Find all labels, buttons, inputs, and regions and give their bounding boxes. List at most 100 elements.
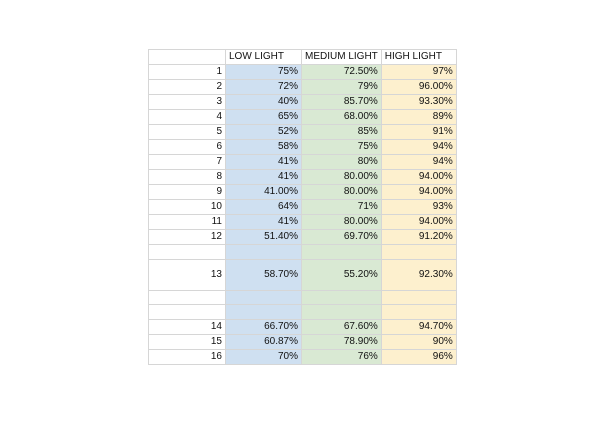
low-light-cell[interactable] bbox=[225, 289, 302, 306]
table-row: 5 52% 85% 91% bbox=[148, 124, 457, 140]
row-index-cell[interactable]: 5 bbox=[148, 124, 226, 140]
table-row: 11 41% 80.00% 94.00% bbox=[148, 214, 457, 230]
low-light-cell[interactable]: 60.87% bbox=[225, 334, 302, 351]
table-row: 8 41% 80.00% 94.00% bbox=[148, 169, 457, 185]
medium-light-cell[interactable]: 75% bbox=[301, 139, 382, 155]
row-index-cell[interactable]: 12 bbox=[148, 229, 226, 245]
medium-light-cell[interactable] bbox=[301, 244, 382, 260]
row-index-cell[interactable]: 1 bbox=[148, 64, 226, 80]
low-light-cell[interactable]: 75% bbox=[225, 64, 302, 80]
high-light-cell[interactable]: 94% bbox=[380, 154, 457, 170]
low-light-cell[interactable]: 41% bbox=[225, 169, 302, 185]
high-light-cell[interactable]: 94.00% bbox=[380, 184, 457, 200]
row-index-cell[interactable]: 7 bbox=[148, 154, 226, 170]
table-row: 6 58% 75% 94% bbox=[148, 139, 457, 155]
medium-light-cell[interactable]: 85.70% bbox=[301, 94, 382, 110]
high-light-cell[interactable]: 91% bbox=[380, 124, 457, 140]
table-row: 15 60.87% 78.90% 90% bbox=[148, 334, 457, 351]
medium-light-cell[interactable]: 55.20% bbox=[301, 258, 382, 291]
medium-light-cell[interactable]: 79% bbox=[301, 79, 382, 95]
table-row: 10 64% 71% 93% bbox=[148, 199, 457, 215]
table-row: 1 75% 72.50% 97% bbox=[148, 64, 457, 80]
high-light-cell[interactable]: 93.30% bbox=[380, 94, 457, 110]
medium-light-cell[interactable] bbox=[301, 289, 382, 306]
spreadsheet-table: LOW LIGHT MEDIUM LIGHT HIGH LIGHT 1 75% 72… bbox=[148, 49, 457, 366]
row-index-cell[interactable]: 9 bbox=[148, 184, 226, 200]
low-light-cell[interactable]: 66.70% bbox=[225, 319, 302, 336]
low-light-cell[interactable] bbox=[225, 244, 302, 260]
header-cell-low-light[interactable]: LOW LIGHT bbox=[225, 49, 302, 65]
row-index-cell[interactable] bbox=[148, 289, 226, 306]
table-row bbox=[148, 304, 457, 321]
medium-light-cell[interactable]: 78.90% bbox=[301, 334, 382, 351]
row-index-cell[interactable]: 6 bbox=[148, 139, 226, 155]
low-light-cell[interactable]: 70% bbox=[225, 349, 302, 366]
high-light-cell[interactable]: 94.70% bbox=[380, 319, 457, 336]
low-light-cell[interactable]: 41% bbox=[225, 214, 302, 230]
medium-light-cell[interactable]: 67.60% bbox=[301, 319, 382, 336]
high-light-cell[interactable] bbox=[380, 289, 457, 306]
row-index-cell[interactable]: 8 bbox=[148, 169, 226, 185]
table-row: 2 72% 79% 96.00% bbox=[148, 79, 457, 95]
high-light-cell[interactable] bbox=[380, 304, 457, 321]
header-row: LOW LIGHT MEDIUM LIGHT HIGH LIGHT bbox=[148, 49, 457, 65]
low-light-cell[interactable]: 58% bbox=[225, 139, 302, 155]
high-light-cell[interactable]: 97% bbox=[380, 64, 457, 80]
medium-light-cell[interactable]: 80% bbox=[301, 154, 382, 170]
table-row: 7 41% 80% 94% bbox=[148, 154, 457, 170]
row-index-cell[interactable]: 16 bbox=[148, 349, 226, 366]
table-row bbox=[148, 289, 457, 306]
medium-light-cell[interactable]: 72.50% bbox=[301, 64, 382, 80]
table-row bbox=[148, 244, 457, 260]
header-cell-high-light[interactable]: HIGH LIGHT bbox=[380, 49, 457, 65]
table-row: 3 40% 85.70% 93.30% bbox=[148, 94, 457, 110]
row-index-cell[interactable]: 4 bbox=[148, 109, 226, 125]
medium-light-cell[interactable]: 69.70% bbox=[301, 229, 382, 245]
header-cell-medium-light[interactable]: MEDIUM LIGHT bbox=[301, 49, 382, 65]
high-light-cell[interactable]: 91.20% bbox=[380, 229, 457, 245]
medium-light-cell[interactable]: 68.00% bbox=[301, 109, 382, 125]
table-row: 12 51.40% 69.70% 91.20% bbox=[148, 229, 457, 245]
medium-light-cell[interactable]: 76% bbox=[301, 349, 382, 366]
high-light-cell[interactable]: 96.00% bbox=[380, 79, 457, 95]
low-light-cell[interactable]: 64% bbox=[225, 199, 302, 215]
low-light-cell[interactable]: 51.40% bbox=[225, 229, 302, 245]
spreadsheet-body: LOW LIGHT MEDIUM LIGHT HIGH LIGHT 1 75% 72… bbox=[148, 49, 457, 366]
low-light-cell[interactable]: 52% bbox=[225, 124, 302, 140]
low-light-cell[interactable]: 58.70% bbox=[225, 258, 302, 291]
high-light-cell[interactable]: 92.30% bbox=[380, 258, 457, 291]
low-light-cell[interactable]: 41% bbox=[225, 154, 302, 170]
low-light-cell[interactable]: 40% bbox=[225, 94, 302, 110]
medium-light-cell[interactable]: 85% bbox=[301, 124, 382, 140]
row-index-cell[interactable]: 11 bbox=[148, 214, 226, 230]
table-row: 16 70% 76% 96% bbox=[148, 349, 457, 366]
medium-light-cell[interactable]: 80.00% bbox=[301, 214, 382, 230]
row-index-cell[interactable] bbox=[148, 304, 226, 321]
high-light-cell[interactable]: 94.00% bbox=[380, 214, 457, 230]
high-light-cell[interactable] bbox=[380, 244, 457, 260]
high-light-cell[interactable]: 94% bbox=[380, 139, 457, 155]
medium-light-cell[interactable]: 80.00% bbox=[301, 184, 382, 200]
row-index-cell[interactable]: 2 bbox=[148, 79, 226, 95]
medium-light-cell[interactable]: 71% bbox=[301, 199, 382, 215]
high-light-cell[interactable]: 96% bbox=[380, 349, 457, 366]
table-row: 14 66.70% 67.60% 94.70% bbox=[148, 319, 457, 336]
row-index-cell[interactable] bbox=[148, 244, 226, 260]
row-index-cell[interactable]: 10 bbox=[148, 199, 226, 215]
row-index-cell[interactable]: 13 bbox=[148, 258, 226, 291]
high-light-cell[interactable]: 89% bbox=[380, 109, 457, 125]
row-index-cell[interactable]: 14 bbox=[148, 319, 226, 336]
low-light-cell[interactable]: 65% bbox=[225, 109, 302, 125]
low-light-cell[interactable]: 41.00% bbox=[225, 184, 302, 200]
medium-light-cell[interactable] bbox=[301, 304, 382, 321]
high-light-cell[interactable]: 93% bbox=[380, 199, 457, 215]
header-cell-index[interactable] bbox=[148, 49, 226, 65]
table-row: 13 58.70% 55.20% 92.30% bbox=[148, 258, 457, 291]
row-index-cell[interactable]: 15 bbox=[148, 334, 226, 351]
high-light-cell[interactable]: 94.00% bbox=[380, 169, 457, 185]
high-light-cell[interactable]: 90% bbox=[380, 334, 457, 351]
medium-light-cell[interactable]: 80.00% bbox=[301, 169, 382, 185]
row-index-cell[interactable]: 3 bbox=[148, 94, 226, 110]
low-light-cell[interactable]: 72% bbox=[225, 79, 302, 95]
low-light-cell[interactable] bbox=[225, 304, 302, 321]
